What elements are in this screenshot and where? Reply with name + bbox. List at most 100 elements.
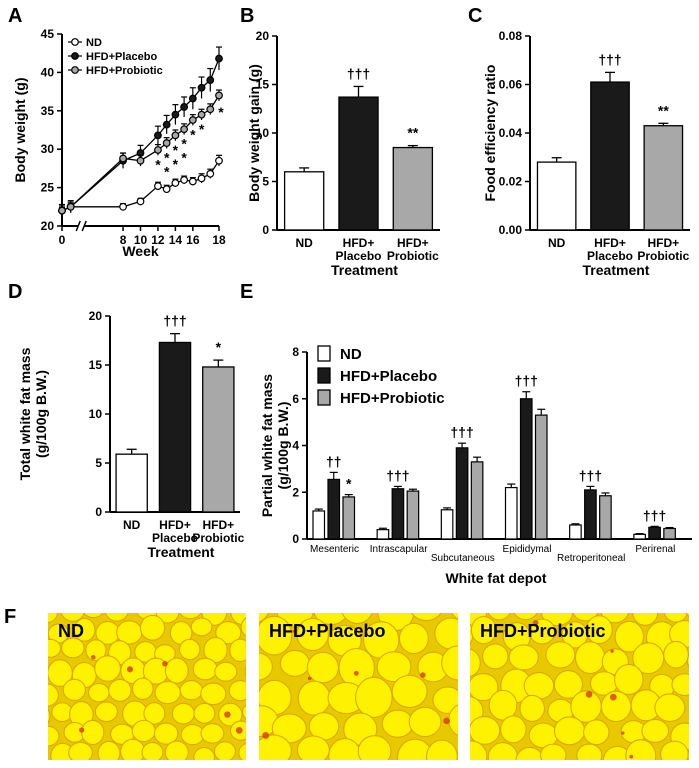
adipocyte xyxy=(663,613,689,623)
significance-mark: ††† xyxy=(643,507,666,523)
data-point xyxy=(206,169,215,178)
significance-mark: ††† xyxy=(450,424,473,440)
bar xyxy=(327,478,341,540)
data-point xyxy=(162,185,171,194)
significance-mark: * xyxy=(164,163,170,179)
data-point xyxy=(180,125,189,134)
adipocyte xyxy=(306,651,340,684)
category-label: Epididymal xyxy=(503,544,552,555)
adipocyte xyxy=(643,576,670,601)
adipocyte xyxy=(108,678,132,702)
data-point xyxy=(180,176,189,184)
y-tick-label: 0.02 xyxy=(499,175,523,189)
data-point xyxy=(162,139,171,147)
data-point xyxy=(66,202,75,211)
category-label: ND xyxy=(295,236,313,250)
stain-spot xyxy=(91,655,96,660)
category-label: HFD+ xyxy=(343,236,375,250)
adipocyte xyxy=(192,657,218,681)
adipocyte xyxy=(48,708,51,724)
adipocyte xyxy=(85,762,108,768)
adipocyte xyxy=(296,735,330,760)
data-point xyxy=(171,110,180,119)
y-axis-title: Total white fat mass xyxy=(17,347,33,480)
adipocyte xyxy=(515,746,545,760)
legend-label: HFD+Placebo xyxy=(340,368,437,385)
adipocyte xyxy=(106,765,129,768)
adipocyte xyxy=(690,690,699,722)
stain-spot xyxy=(609,693,617,701)
panel-letter-d: D xyxy=(8,281,22,303)
stain-spot xyxy=(533,620,539,626)
adipocyte xyxy=(539,743,567,760)
data-point xyxy=(197,83,206,92)
adipocyte xyxy=(345,763,381,768)
bar xyxy=(584,489,597,540)
significance-mark: ††† xyxy=(386,467,409,483)
adipocyte xyxy=(425,739,458,760)
adipocyte xyxy=(297,680,331,716)
histology-label: ND xyxy=(58,621,84,641)
category-label-line2: Probiotic xyxy=(637,249,689,263)
y-tick-label: 45 xyxy=(41,27,55,41)
y-tick-label: 0.00 xyxy=(499,223,523,237)
stain-spot xyxy=(235,727,243,734)
bar xyxy=(648,526,661,540)
data-point xyxy=(154,182,162,190)
adipocyte xyxy=(104,613,129,622)
adipocyte xyxy=(686,654,689,668)
data-point xyxy=(136,156,145,165)
adipocyte xyxy=(200,723,225,744)
adipocyte xyxy=(98,575,121,596)
adipocyte xyxy=(602,745,632,760)
adipocyte xyxy=(357,735,392,760)
adipocyte xyxy=(632,613,659,626)
adipocyte xyxy=(153,722,179,745)
adipocyte xyxy=(324,565,358,597)
adipocyte xyxy=(73,617,96,642)
adipocyte xyxy=(660,740,689,760)
adipocyte xyxy=(120,738,146,760)
x-tick-label: 14 xyxy=(169,233,183,247)
y-axis-title: Body weight (g) xyxy=(12,78,28,183)
legend-marker xyxy=(71,66,79,74)
adipocyte xyxy=(663,640,689,669)
legend-swatch xyxy=(317,389,331,406)
y-tick-label: 5 xyxy=(95,456,102,470)
y-axis-title-line2: (g/100g B.W.) xyxy=(275,402,291,490)
panel-letter-a: A xyxy=(8,5,22,27)
adipocyte xyxy=(10,640,31,660)
legend-label: ND xyxy=(86,37,102,49)
panel-letter-f: F xyxy=(4,606,16,628)
adipocyte xyxy=(618,570,643,592)
adipocyte xyxy=(48,638,62,658)
panel-letter-c: C xyxy=(468,5,482,27)
data-point xyxy=(188,116,197,124)
adipocyte xyxy=(21,737,46,764)
y-tick-label: 35 xyxy=(41,104,55,118)
adipocyte xyxy=(625,739,657,760)
bar xyxy=(504,486,518,540)
adipocyte xyxy=(296,617,329,652)
category-label: HFD+ xyxy=(202,518,234,532)
x-axis-title: Treatment xyxy=(583,262,650,278)
y-tick-label: 4 xyxy=(292,439,299,453)
adipocyte xyxy=(241,704,246,720)
adipocyte xyxy=(259,615,293,656)
adipocyte xyxy=(432,686,458,715)
adipocyte xyxy=(470,740,488,760)
y-axis-title: Partial white fat mass xyxy=(259,374,275,517)
adipocyte xyxy=(179,638,201,661)
chart-partial-white-fat: 0 2 4 6 8 ††* Mesenteric ††† Intrascapular ††† Sub… xyxy=(259,345,692,586)
adipocyte xyxy=(94,655,122,682)
adipocyte xyxy=(513,613,538,621)
bar xyxy=(569,524,582,540)
y-tick-label: 2 xyxy=(292,485,299,499)
significance-mark: * xyxy=(173,156,179,172)
data-point xyxy=(162,120,171,129)
adipocyte xyxy=(154,680,181,705)
data-point xyxy=(206,76,215,84)
adipocyte xyxy=(207,764,227,768)
